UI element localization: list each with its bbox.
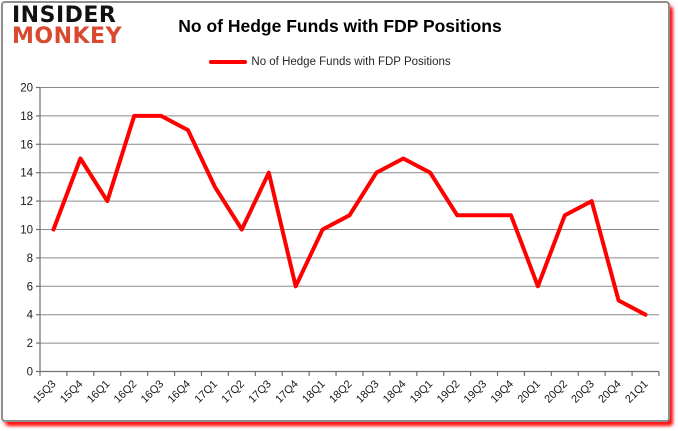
x-axis-label: 19Q4 [489, 378, 517, 406]
logo-word-insider: INSIDER [12, 3, 117, 28]
logo-word-monkey: MONKEY [12, 23, 123, 49]
y-axis-label: 10 [20, 225, 33, 237]
y-axis-label: 16 [20, 139, 33, 151]
x-axis-label: 20Q1 [515, 378, 543, 406]
x-axis-label: 19Q2 [435, 378, 463, 406]
x-axis-label: 16Q3 [139, 378, 167, 406]
y-axis-label: 18 [20, 111, 33, 123]
series-line [51, 113, 648, 317]
x-axis-label: 18Q1 [300, 378, 328, 406]
y-axis-label: 0 [27, 367, 33, 379]
y-axis-label: 12 [20, 196, 33, 208]
x-axis-label: 18Q4 [381, 378, 409, 406]
x-axis-label: 16Q2 [112, 378, 140, 406]
x-axis-label: 15Q3 [31, 378, 59, 406]
x-axis-label: 21Q1 [623, 378, 651, 406]
y-axis-label: 8 [27, 253, 33, 265]
x-axis-label: 16Q1 [85, 378, 113, 406]
chart-legend: No of Hedge Funds with FDP Positions [0, 56, 660, 68]
y-axis-label: 2 [27, 338, 33, 350]
x-axis-label: 17Q3 [246, 378, 274, 406]
x-axis-label: 18Q3 [354, 378, 382, 406]
x-axis-label: 17Q1 [193, 378, 221, 406]
x-axis-label: 19Q3 [462, 378, 490, 406]
y-axis-label: 6 [27, 281, 33, 293]
x-axis-label: 20Q2 [542, 378, 570, 406]
x-axis-label: 19Q1 [408, 378, 436, 406]
chart-title: No of Hedge Funds with FDP Positions [178, 16, 502, 36]
x-axis-label: 20Q4 [596, 378, 624, 406]
chart-card [1, 1, 670, 422]
x-axis-label: 17Q4 [273, 378, 301, 406]
y-axis-label: 14 [20, 168, 33, 180]
legend-line-swatch [209, 60, 248, 64]
insider-monkey-logo: INSIDER MONKEY [12, 3, 123, 49]
x-axis-label: 15Q4 [58, 378, 86, 406]
x-axis-label: 17Q2 [219, 378, 247, 406]
x-axis-label: 18Q2 [327, 378, 355, 406]
y-axis-label: 4 [27, 310, 34, 322]
x-axis-label: 16Q4 [166, 378, 194, 406]
x-axis-label: 20Q3 [569, 378, 597, 406]
y-axis-label: 20 [20, 83, 33, 95]
legend-label: No of Hedge Funds with FDP Positions [251, 56, 451, 68]
